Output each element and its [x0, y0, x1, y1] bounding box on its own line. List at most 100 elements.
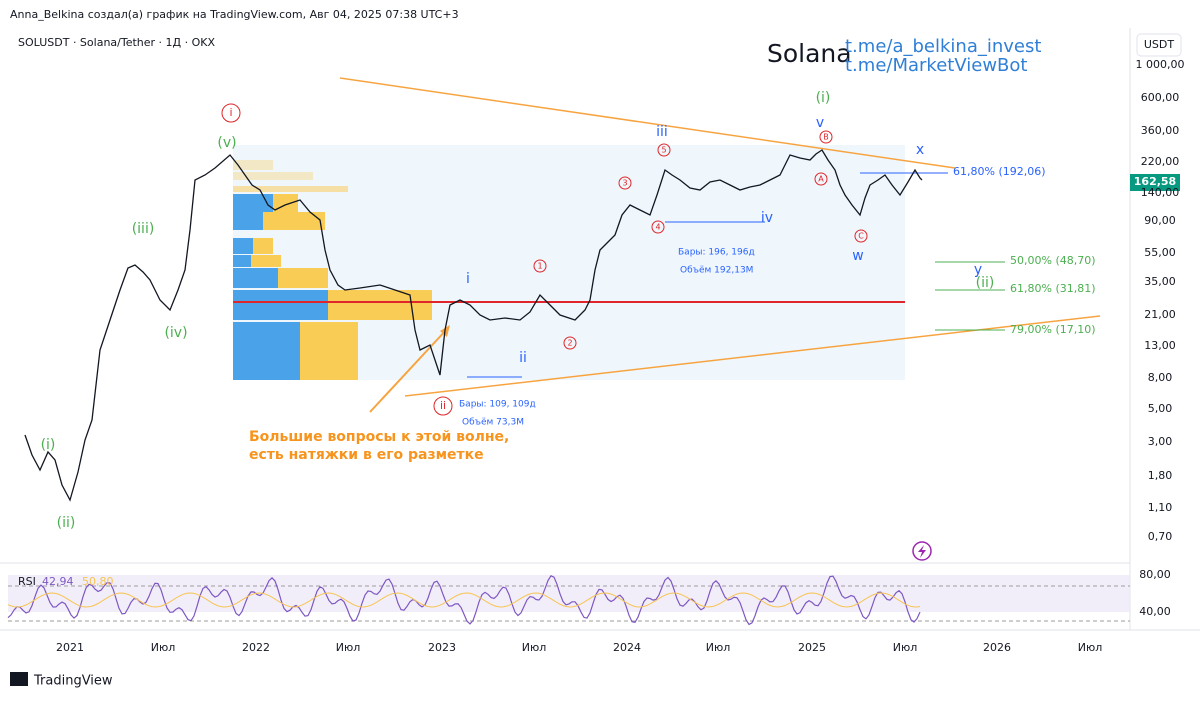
wave-label: 2	[567, 339, 572, 348]
wave-label: (iv)	[164, 325, 187, 341]
wave-label: A	[818, 175, 824, 184]
measure-label: Бары: 109, 109д	[459, 400, 536, 410]
time-axis-label: 2024	[613, 641, 641, 654]
price-axis-label: 140,00	[1141, 186, 1180, 199]
time-axis-label: 2025	[798, 641, 826, 654]
time-axis-label: Июл	[151, 641, 176, 654]
rsi-ma	[7, 592, 921, 608]
wave-label: x	[916, 142, 924, 158]
fib-label: 61,80% (31,81)	[1010, 282, 1096, 295]
arrow	[369, 327, 449, 413]
price-axis-label: 1,80	[1148, 469, 1173, 482]
wave-label: ii	[519, 350, 527, 366]
fib-label: 61,80% (192,06)	[953, 165, 1046, 178]
wave-label: ii	[440, 399, 446, 412]
overlay-title: Solana	[767, 39, 852, 68]
logo	[10, 672, 28, 686]
time-axis-label: Июл	[522, 641, 547, 654]
wave-circle	[657, 143, 671, 157]
rsi-value: 42,94	[42, 575, 74, 588]
fib-label: 50,00% (48,70)	[1010, 254, 1096, 267]
wave-label: y	[974, 262, 982, 278]
wave-circle	[433, 396, 453, 416]
rsi-ma-value: 50,80	[82, 575, 114, 588]
time-axis-label: 2023	[428, 641, 456, 654]
rsi-label: RSI	[18, 575, 36, 588]
price-axis-label: 1,10	[1148, 501, 1173, 514]
wave-label: B	[823, 133, 829, 142]
price-axis-label: 90,00	[1144, 214, 1176, 227]
measure-label: Объём 73,3M	[462, 418, 524, 428]
wave-label: iv	[761, 210, 773, 226]
time-axis-label: Июл	[1078, 641, 1103, 654]
wave-circle	[854, 229, 868, 243]
wave-circle	[618, 176, 632, 190]
wave-label: v	[816, 115, 824, 131]
price-axis-label: 55,00	[1144, 246, 1176, 259]
trend-line	[339, 77, 956, 169]
price-axis-label: 0,70	[1148, 530, 1173, 543]
wave-label: C	[858, 232, 864, 241]
last-price-box	[1130, 174, 1180, 191]
wave-circle	[221, 103, 241, 123]
rsi-axis-label: 80,00	[1139, 568, 1171, 581]
wave-label: (i)	[41, 437, 56, 453]
alert-icon[interactable]	[912, 541, 932, 561]
price-axis-label: 220,00	[1141, 155, 1180, 168]
wave-circle	[563, 336, 577, 350]
time-axis-label: Июл	[706, 641, 731, 654]
wave-circle	[533, 259, 547, 273]
price-axis-label: 360,00	[1141, 124, 1180, 137]
wave-label: 5	[661, 146, 666, 155]
wave-circle	[814, 172, 828, 186]
link[interactable]: t.me/MarketViewBot	[845, 55, 1027, 76]
price-axis-label: 8,00	[1148, 371, 1173, 384]
trend-line	[404, 315, 1101, 397]
rsi-band	[8, 575, 1130, 612]
time-axis-label: Июл	[336, 641, 361, 654]
currency-button[interactable]	[1136, 33, 1182, 57]
wave-label: i	[229, 106, 232, 119]
last-price: 162,58	[1134, 175, 1176, 188]
wave-label: (ii)	[57, 515, 76, 531]
wave-label: (i)	[816, 90, 831, 106]
wave-label: 1	[537, 262, 542, 271]
price-axis-label: 21,00	[1144, 308, 1176, 321]
price-axis-label: 3,00	[1148, 435, 1173, 448]
measure-label: Бары: 196, 196д	[678, 248, 755, 258]
wave-label: (iii)	[132, 221, 155, 237]
wave-label: (v)	[217, 135, 236, 151]
link[interactable]: t.me/a_belkina_invest	[845, 36, 1041, 57]
wave-label: i	[466, 271, 470, 287]
wave-label: 4	[655, 223, 660, 232]
symbol: SOLUSDT · Solana/Tether · 1Д · OKX	[18, 36, 215, 49]
time-axis-label: 2021	[56, 641, 84, 654]
price-axis-label: 13,00	[1144, 339, 1176, 352]
wave-label: 3	[622, 179, 627, 188]
time-axis-label: Июл	[893, 641, 918, 654]
price-axis-label: 600,00	[1141, 91, 1180, 104]
fib-label: 79,00% (17,10)	[1010, 323, 1096, 336]
wave-circle	[819, 130, 833, 144]
measure-label: Объём 192,13M	[680, 266, 753, 276]
price-path	[24, 149, 923, 502]
note: есть натяжки в его разметке	[249, 447, 484, 463]
time-axis-label: 2022	[242, 641, 270, 654]
wave-label: iii	[656, 124, 668, 140]
currency: USDT	[1144, 38, 1175, 51]
attribution: Anna_Belkina создал(а) график на Trading…	[10, 8, 459, 21]
wave-label: (ii)	[976, 275, 995, 291]
price-axis-label: 5,00	[1148, 402, 1173, 415]
volume-profile	[233, 160, 432, 380]
alert-icon	[918, 545, 926, 558]
rsi-axis-label: 40,00	[1139, 605, 1171, 618]
note: Большие вопросы к этой волне,	[249, 429, 509, 445]
time-axis-label: 2026	[983, 641, 1011, 654]
footer: TradingView	[33, 674, 113, 689]
rsi-line	[7, 575, 921, 626]
wave-label: w	[852, 248, 863, 264]
wave-circle	[651, 220, 665, 234]
price-axis-label: 35,00	[1144, 275, 1176, 288]
price-axis-label: 1 000,00	[1136, 58, 1185, 71]
